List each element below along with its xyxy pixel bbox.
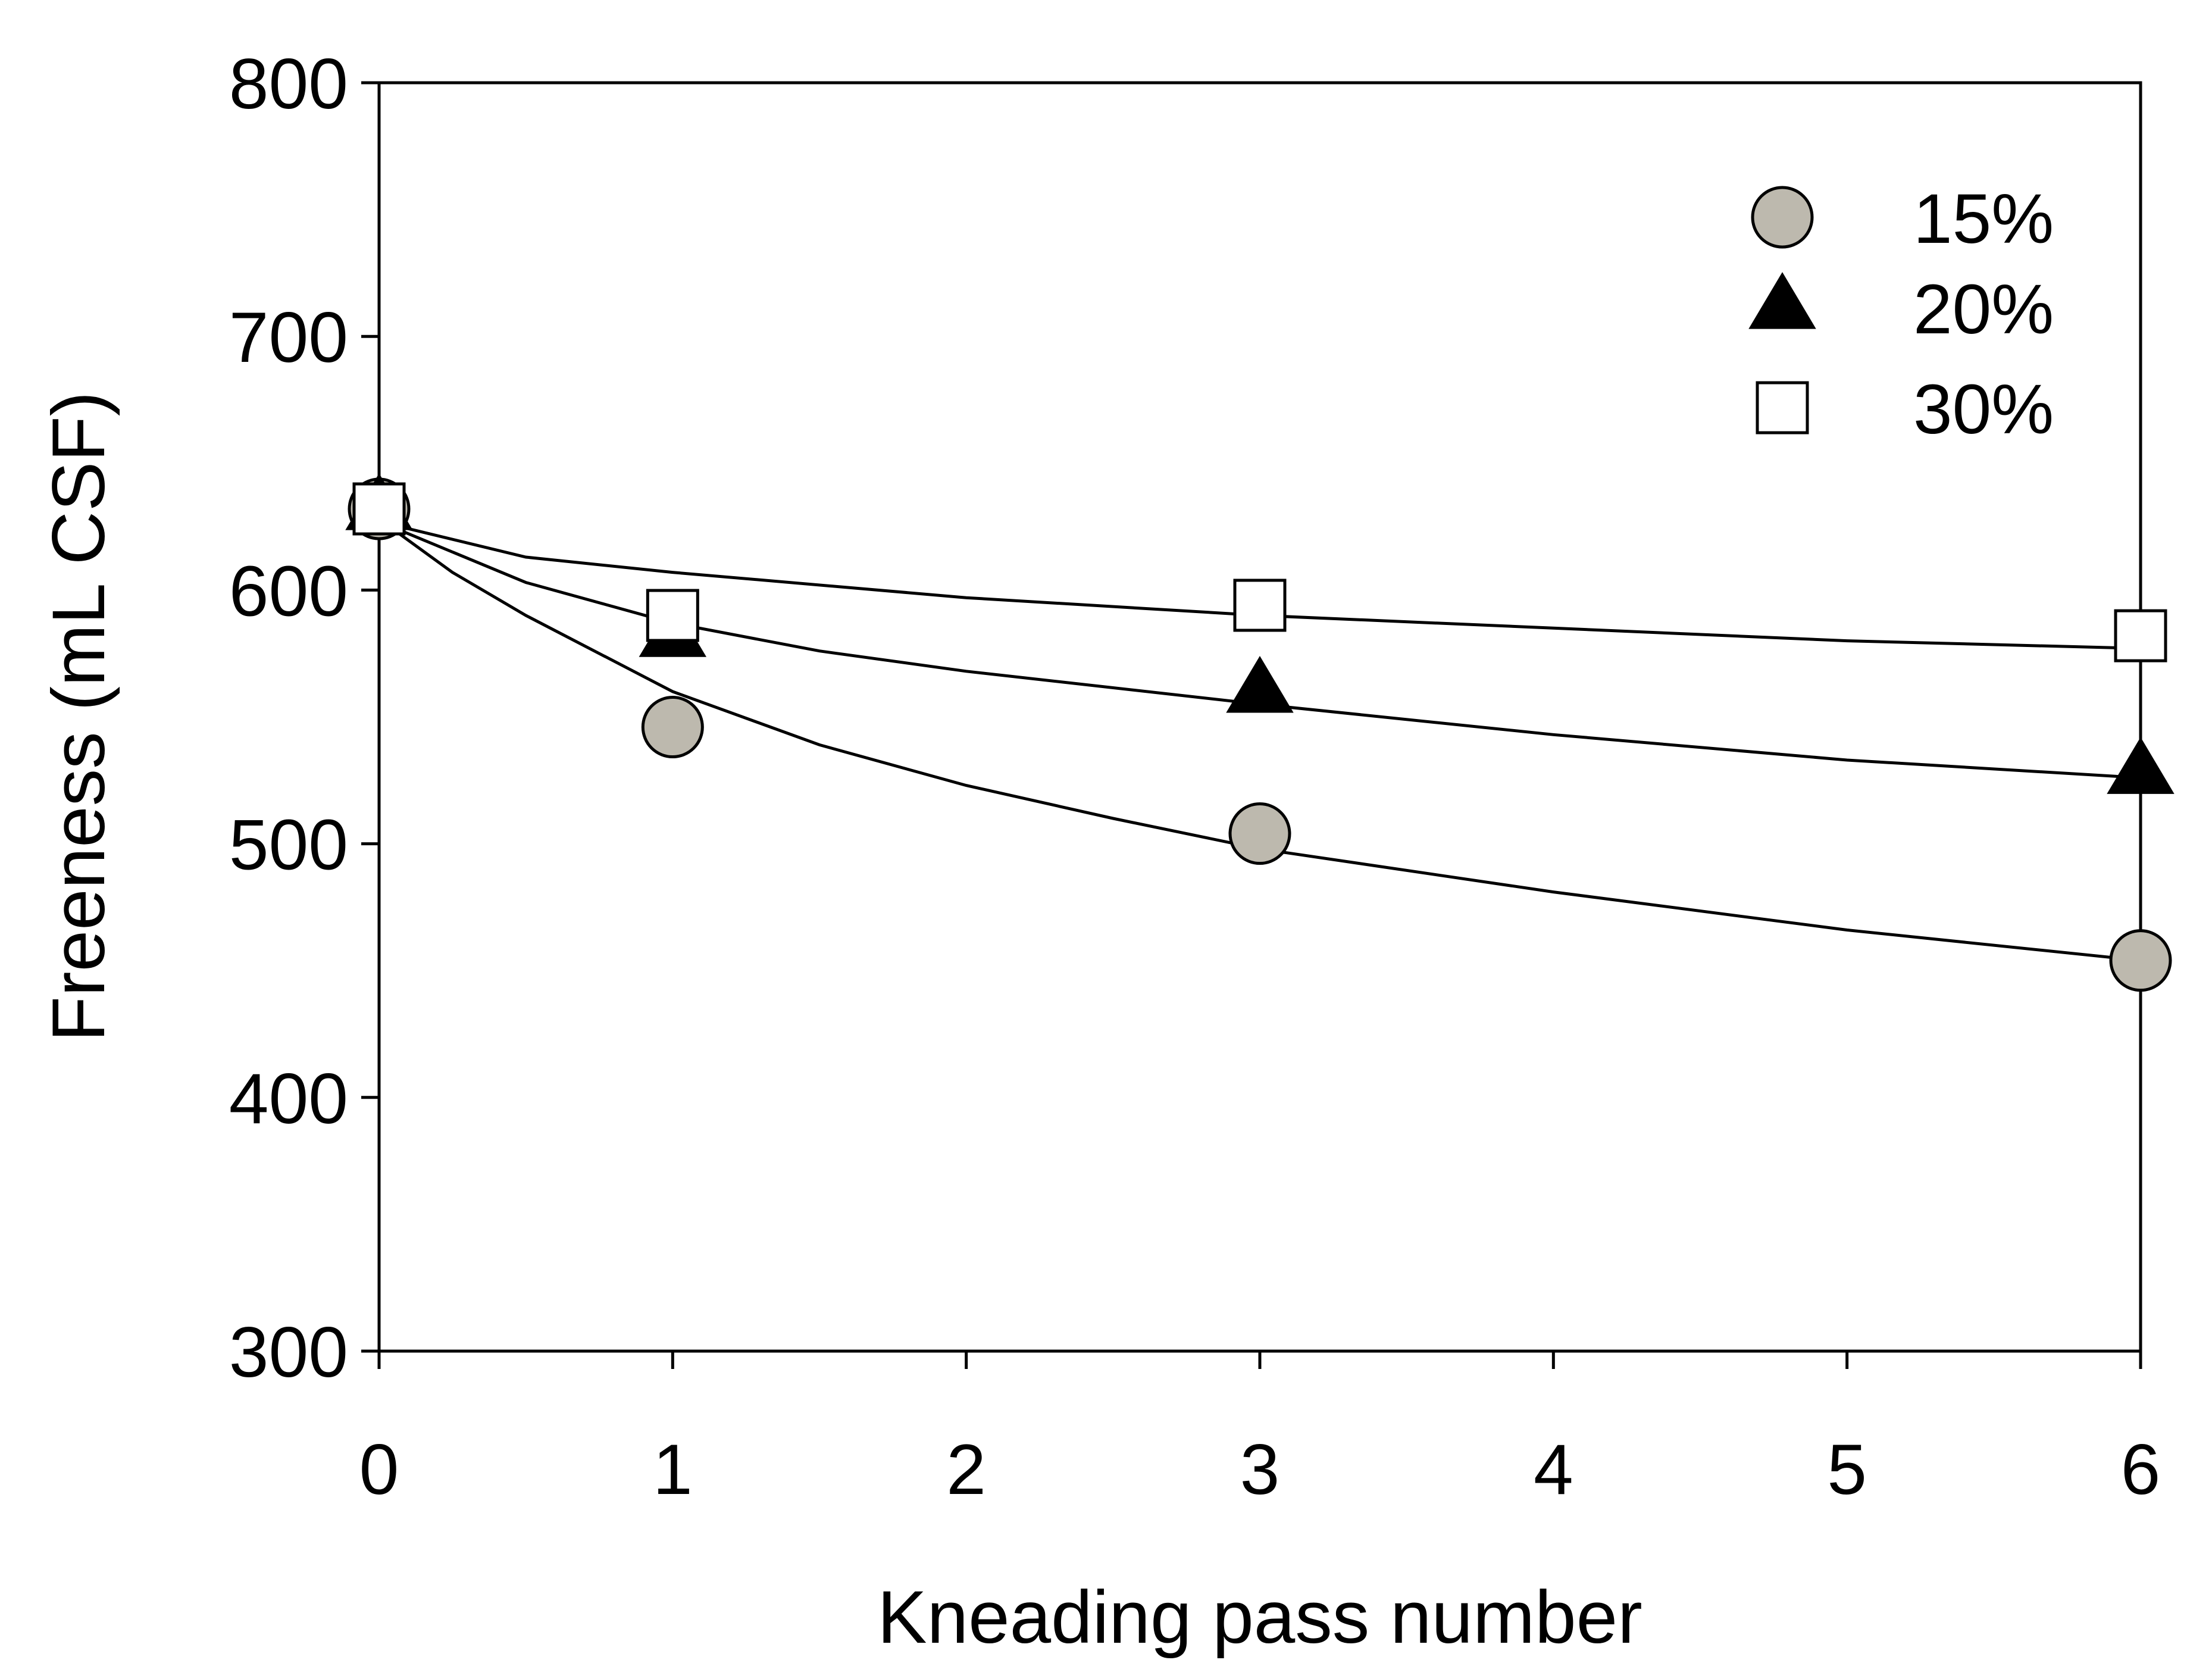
data-point-15pct	[641, 696, 704, 759]
legend-item: 20%	[1748, 270, 2054, 349]
legend-label: 20%	[1913, 270, 2054, 349]
trend-line-15pct	[378, 518, 2141, 962]
legend-label: 30%	[1913, 370, 2054, 449]
trend-lines	[378, 518, 2141, 962]
y-tick-label: 600	[229, 551, 348, 631]
legend-marker-30pct	[1756, 381, 1809, 434]
data-point-20pct	[1226, 655, 1294, 713]
legend-label: 15%	[1913, 180, 2054, 258]
y-axis: 300 400 500 600 700 800	[229, 44, 379, 1392]
y-axis-title: Freeness (mL CSF)	[37, 392, 120, 1042]
data-point-30pct	[1233, 579, 1287, 632]
x-tick-label: 1	[653, 1430, 693, 1509]
x-tick-label: 6	[2121, 1430, 2161, 1509]
legend-item: 30%	[1756, 370, 2054, 449]
legend-marker-15pct	[1751, 186, 1814, 249]
legend-marker-20pct	[1748, 272, 1816, 329]
data-point-15pct	[1228, 802, 1291, 865]
x-tick-label: 5	[1827, 1430, 1867, 1509]
y-tick-label: 300	[229, 1312, 348, 1392]
data-point-30pct	[352, 482, 406, 536]
data-markers	[345, 473, 2175, 992]
data-point-20pct	[2107, 737, 2175, 794]
y-tick-label: 400	[229, 1059, 348, 1139]
x-tick-label: 2	[946, 1430, 986, 1509]
x-axis: 0 1 2 3 4 5 6	[359, 1351, 2161, 1509]
legend: 15% 20% 30%	[1748, 180, 2054, 449]
y-tick-label: 800	[229, 44, 348, 124]
x-tick-label: 0	[359, 1430, 399, 1509]
trend-line-20pct	[378, 520, 2141, 780]
trend-line-30pct	[378, 520, 2141, 650]
y-tick-label: 500	[229, 805, 348, 885]
data-point-30pct	[646, 589, 699, 642]
y-tick-label: 700	[229, 298, 348, 377]
data-point-30pct	[2114, 609, 2167, 662]
x-tick-label: 3	[1240, 1430, 1280, 1509]
x-tick-label: 4	[1534, 1430, 1573, 1509]
x-axis-title: Kneading pass number	[877, 1576, 1642, 1659]
data-point-15pct	[2109, 929, 2172, 992]
legend-item: 15%	[1751, 180, 2054, 258]
